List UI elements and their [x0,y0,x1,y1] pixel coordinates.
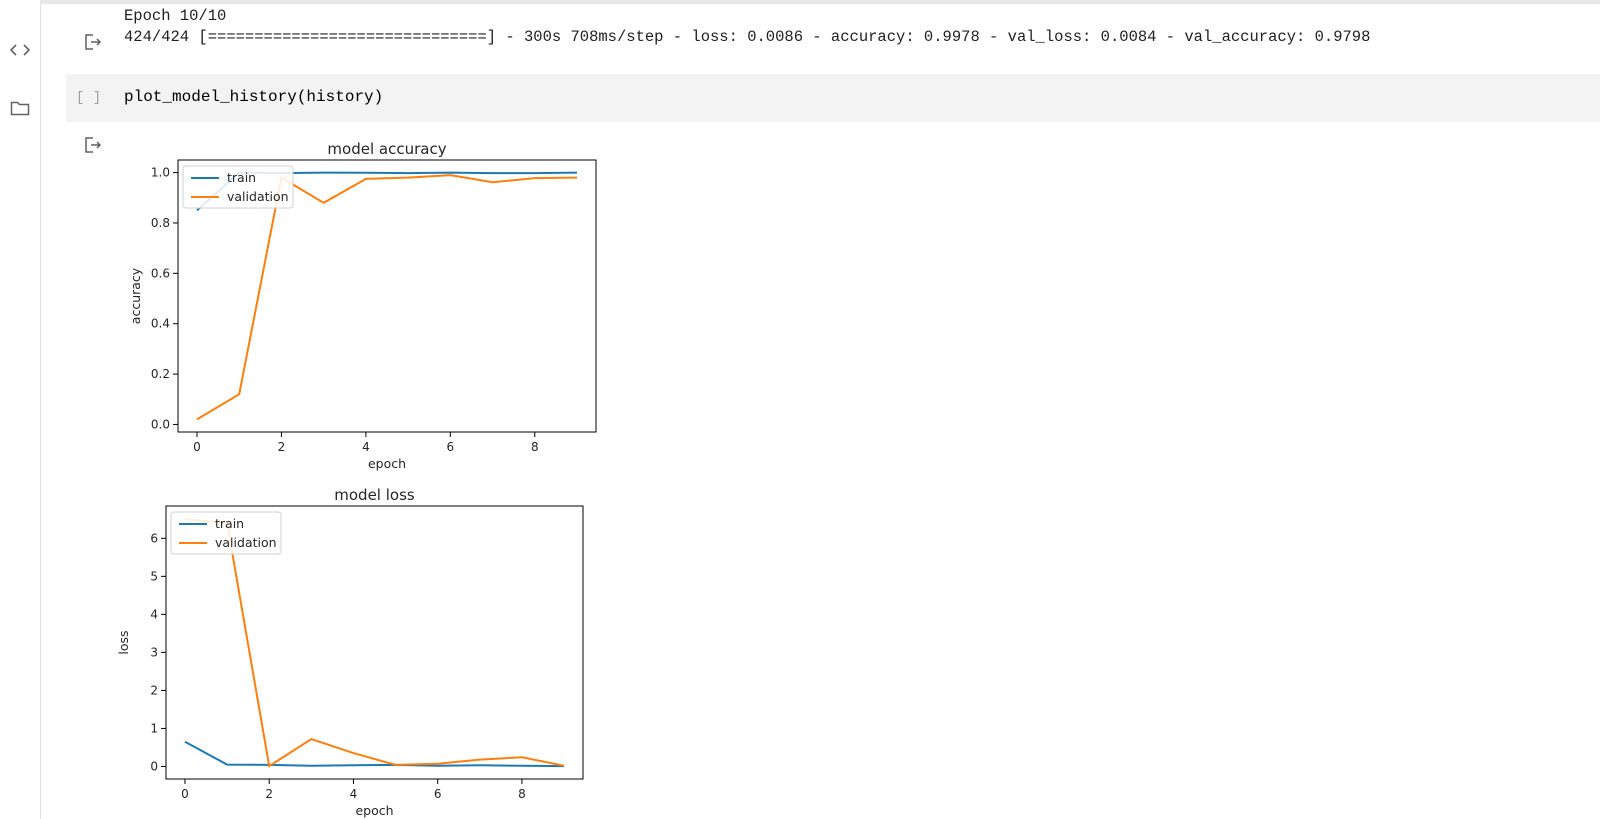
x-tick-label: 0 [193,440,201,454]
y-tick-label: 0.8 [151,216,170,230]
x-tick-label: 4 [350,787,358,801]
legend-label-train: train [227,170,256,185]
y-axis-label: accuracy [128,267,143,324]
x-tick-label: 6 [447,440,455,454]
y-tick-label: 3 [150,645,158,659]
x-axis-label: epoch [355,803,393,818]
left-sidebar [0,0,41,819]
x-tick-label: 0 [181,787,189,801]
y-tick-label: 6 [150,531,158,545]
y-tick-label: 0 [150,759,158,773]
legend-label-validation: validation [227,189,289,204]
top-edge [40,0,1600,4]
y-tick-label: 1 [150,721,158,735]
plot-frame [165,505,584,780]
code-icon[interactable] [8,38,32,62]
y-tick-label: 0.4 [151,317,170,331]
chart-title: model accuracy [327,140,446,158]
x-axis-label: epoch [368,456,406,471]
x-tick-label: 8 [518,787,526,801]
series-line-train [196,171,578,212]
y-axis-label: loss [116,630,131,654]
epoch-line: Epoch 10/10 [124,7,227,25]
y-tick-label: 0.6 [151,266,170,280]
y-tick-label: 1.0 [151,166,170,180]
series-line-validation [196,174,578,421]
legend-label-train: train [215,516,244,531]
x-tick-label: 2 [265,787,273,801]
run-cell-button[interactable]: [ ] [76,90,102,106]
y-tick-label: 5 [150,569,158,583]
x-tick-label: 2 [278,440,286,454]
legend-label-validation: validation [215,535,277,550]
x-tick-label: 8 [531,440,539,454]
legend-box [170,511,282,555]
output-icon [84,33,104,51]
legend-box [182,165,294,209]
code-input[interactable]: plot_model_history(history) [124,88,384,106]
series-line-validation [184,518,565,768]
output-icon [84,136,104,154]
series-line-train [184,740,565,768]
x-tick-label: 4 [362,440,370,454]
progress-line: 424/424 [==============================]… [124,28,1371,46]
y-tick-label: 2 [150,683,158,697]
chart-title: model loss [334,486,415,504]
x-tick-label: 6 [434,787,442,801]
plot-frame [177,159,597,433]
y-tick-label: 0.0 [151,417,170,431]
y-tick-label: 4 [150,607,158,621]
y-tick-label: 0.2 [151,367,170,381]
folder-icon[interactable] [8,96,32,120]
code-cell[interactable] [66,74,1600,122]
